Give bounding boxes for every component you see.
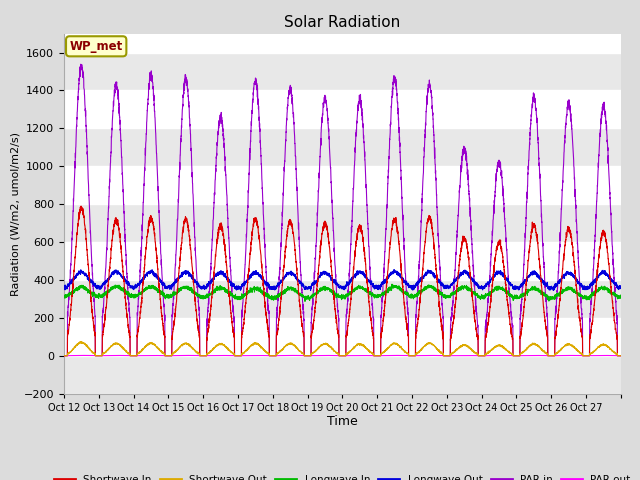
- Title: Solar Radiation: Solar Radiation: [284, 15, 401, 30]
- Legend: Shortwave In, Shortwave Out, Longwave In, Longwave Out, PAR in, PAR out: Shortwave In, Shortwave Out, Longwave In…: [50, 471, 635, 480]
- Bar: [64, 204, 621, 242]
- Bar: [64, 128, 621, 166]
- Bar: [64, 280, 621, 318]
- Y-axis label: Radiation (W/m2, umol/m2/s): Radiation (W/m2, umol/m2/s): [11, 132, 21, 296]
- Bar: [64, 356, 621, 394]
- Bar: [64, 52, 621, 90]
- Text: WP_met: WP_met: [70, 40, 123, 53]
- X-axis label: Time: Time: [327, 415, 358, 429]
